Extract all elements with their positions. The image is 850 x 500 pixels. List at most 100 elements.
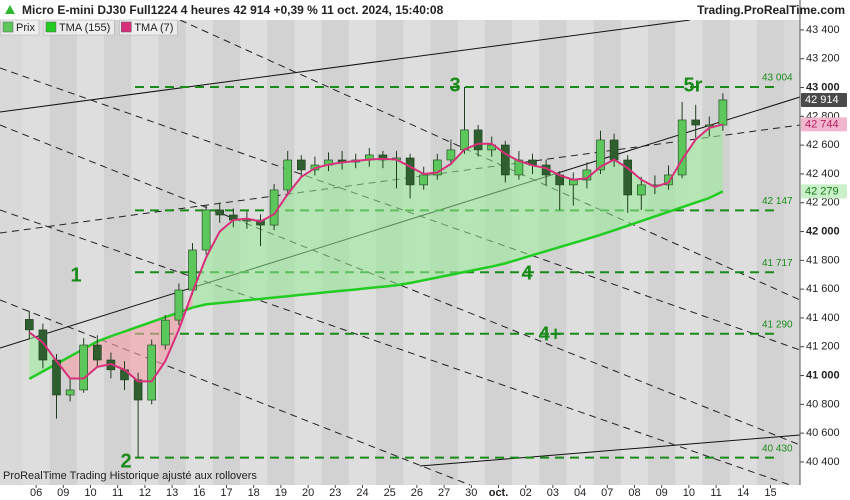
level-label: 41 717	[762, 258, 793, 269]
x-tick-label: 25	[384, 487, 396, 499]
level-label: 40 430	[762, 443, 793, 454]
x-tick-label: 10	[84, 487, 96, 499]
trendline	[0, 124, 801, 234]
wave-label: 1	[70, 264, 81, 286]
header-bar	[0, 0, 850, 20]
day-stripe	[158, 0, 186, 485]
x-tick-label: 27	[438, 487, 450, 499]
x-tick-label: 11	[710, 487, 721, 499]
ma-band	[382, 158, 397, 287]
candle-body	[677, 119, 687, 176]
candle-body	[664, 174, 673, 186]
candle-body	[419, 174, 429, 186]
x-tick-label: 02	[520, 487, 532, 499]
candle-body	[201, 209, 211, 251]
ma-band	[450, 149, 465, 275]
x-tick-label: oct.	[489, 487, 509, 499]
x-tick-label: 15	[764, 487, 776, 499]
ma-band	[287, 176, 302, 297]
candle-body	[691, 119, 701, 126]
ma-band	[301, 168, 315, 295]
ma-line	[28, 190, 724, 380]
y-tick-label: 40 600	[806, 427, 840, 439]
y-tick-label: 43 200	[806, 53, 840, 65]
candle-body	[133, 379, 143, 401]
price-badge	[801, 184, 847, 199]
ma-band	[600, 159, 615, 235]
price-badge-label: 42 279	[805, 185, 839, 197]
wave-label: 4	[521, 262, 533, 284]
candle-body	[623, 159, 633, 196]
legend-label: Prix	[16, 22, 35, 34]
candle-body	[256, 219, 265, 226]
chart-title: Micro E-mini DJ30 Full1224 4 heures 42 9…	[22, 3, 444, 17]
x-tick-label: 24	[356, 487, 368, 499]
candle-body	[460, 129, 469, 151]
price-badge-label: 42 914	[805, 94, 839, 106]
candle-body	[500, 144, 510, 176]
ma-band	[342, 160, 356, 291]
y-tick-label: 40 800	[806, 398, 840, 410]
day-stripe	[756, 0, 785, 485]
y-axis-panel	[800, 0, 850, 500]
x-tick-label: 26	[411, 487, 423, 499]
legend-swatch	[2, 21, 14, 33]
y-tick-label: 41 200	[806, 341, 840, 353]
level-label: 42 147	[762, 196, 793, 207]
x-tick-label: 17	[220, 487, 232, 499]
ma-band	[328, 162, 343, 293]
x-tick-label: 04	[574, 487, 586, 499]
x-tick-label: 12	[139, 487, 151, 499]
level-label: 41 290	[762, 319, 793, 330]
candle-body	[718, 99, 728, 126]
ma-band	[573, 178, 587, 244]
up-icon	[5, 5, 15, 14]
x-tick-label: 30	[465, 487, 477, 499]
candle-body	[568, 179, 578, 186]
candle-body	[79, 344, 88, 391]
wave-label: 2	[120, 450, 131, 472]
x-tick-label: 20	[302, 487, 314, 499]
x-tick-label: 10	[683, 487, 695, 499]
legend-label: TMA (7)	[134, 22, 173, 34]
candle-body	[296, 159, 306, 171]
y-tick-label: 41 000	[806, 369, 840, 381]
ma-band	[124, 326, 139, 382]
ma-band	[654, 182, 669, 217]
plot: 43 004 42 147 41 717 41 290 40 430 1 2 3 4 4+ 5r	[24, 73, 793, 472]
ma-band	[532, 165, 547, 256]
ma-band	[505, 153, 519, 264]
ma-band	[260, 214, 275, 299]
ma-band	[709, 124, 723, 199]
y-tick-label: 43 000	[806, 81, 840, 93]
y-tick-label: 41 400	[806, 312, 840, 324]
legend-swatch	[45, 21, 57, 33]
y-tick-label: 41 800	[806, 254, 840, 266]
y-tick-label: 43 400	[806, 24, 840, 36]
day-stripe	[22, 0, 50, 485]
candle-body	[38, 329, 48, 361]
ma-band	[423, 172, 438, 281]
y-tick-label: 40 400	[806, 456, 840, 468]
x-tick-label: 19	[275, 487, 287, 499]
candle-body	[609, 139, 619, 161]
day-stripe	[729, 0, 757, 485]
x-tick-label: 18	[248, 487, 260, 499]
x-tick-label: 09	[656, 487, 668, 499]
x-tick-label: 16	[193, 487, 205, 499]
day-stripe	[131, 0, 159, 485]
x-tick-label: 07	[601, 487, 613, 499]
y-tick-label: 42 600	[806, 139, 840, 151]
x-tick-label: 06	[30, 487, 42, 499]
legend: Prix TMA (155) TMA (7)	[0, 19, 178, 36]
price-badge	[801, 92, 847, 107]
x-tick-label: 14	[737, 487, 749, 499]
x-tick-label: 23	[329, 487, 341, 499]
candle-body	[93, 344, 102, 361]
candle-body	[161, 319, 170, 346]
y-tick-label: 42 200	[806, 197, 840, 209]
ma-band	[437, 163, 451, 278]
candle-body	[269, 189, 279, 226]
wave-label: 4+	[539, 323, 562, 345]
